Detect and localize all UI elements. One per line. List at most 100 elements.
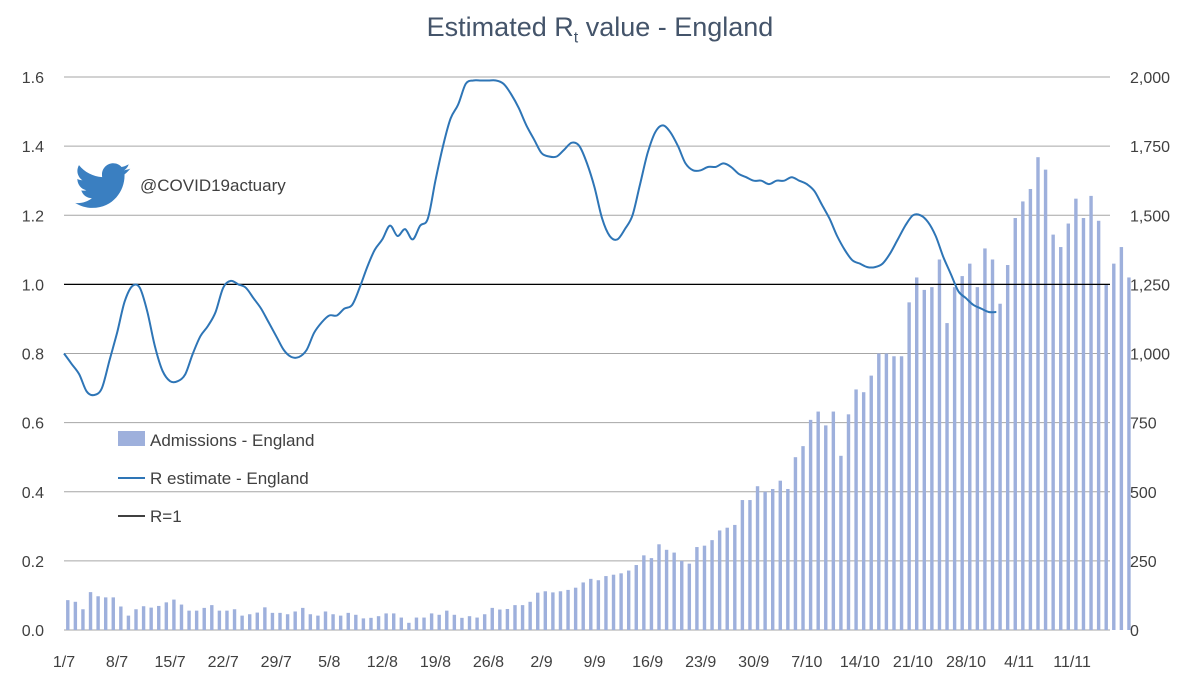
admissions-bar	[346, 612, 350, 630]
y-tick-label: 1.6	[22, 70, 44, 87]
admissions-bar	[232, 609, 237, 630]
y-tick-label: 0.8	[22, 347, 44, 364]
x-tick-label: 30/9	[738, 654, 769, 671]
x-tick-label: 22/7	[208, 654, 239, 671]
admissions-bar	[278, 612, 282, 630]
admissions-bar	[66, 600, 70, 630]
admissions-bar	[490, 607, 494, 630]
admissions-bar	[740, 500, 745, 630]
admissions-bar	[119, 606, 123, 630]
legend: Admissions - England R estimate - Englan…	[118, 431, 314, 526]
x-tick-label: 16/9	[632, 654, 663, 671]
legend-item-r1: R=1	[118, 507, 182, 526]
admissions-bar	[505, 608, 510, 630]
admissions-bar	[990, 259, 995, 630]
admissions-bar	[907, 302, 911, 630]
admissions-bar	[437, 614, 441, 630]
admissions-bar	[869, 375, 873, 630]
admissions-bar	[194, 610, 199, 630]
y2-tick-label: 1,000	[1130, 347, 1170, 364]
admissions-bar	[263, 607, 267, 630]
y-axis-left-ticks: 0.0 0.2 0.4 0.6 0.8 1.0 1.2 1.4 1.6	[22, 70, 44, 640]
y-tick-label: 0.0	[22, 623, 44, 640]
admissions-bar	[157, 605, 161, 630]
admissions-bar	[240, 615, 244, 630]
admissions-bar	[255, 612, 259, 630]
gridlines	[64, 76, 1110, 631]
admissions-bar	[354, 614, 358, 630]
admissions-bar	[899, 356, 904, 630]
admissions-bar	[467, 616, 472, 630]
admissions-bar	[361, 618, 366, 630]
admissions-bar	[338, 615, 343, 630]
admissions-bar	[134, 609, 138, 630]
chart-title: Estimated Rt value - England	[426, 12, 774, 47]
x-tick-label: 15/7	[155, 654, 186, 671]
admissions-bar	[854, 389, 858, 630]
admissions-bar	[770, 488, 775, 630]
y2-tick-label: 1,750	[1130, 139, 1170, 156]
twitter-handle: @COVID19actuary	[140, 176, 286, 195]
admissions-bar	[611, 574, 616, 630]
admissions-bar	[452, 614, 457, 630]
legend-label-admissions: Admissions - England	[150, 431, 314, 450]
admissions-bar	[308, 614, 313, 630]
legend-label-r-estimate: R estimate - England	[150, 469, 309, 488]
admissions-bar	[763, 491, 767, 630]
admissions-bar	[513, 605, 517, 630]
admissions-bar	[748, 500, 752, 630]
admissions-bar	[1028, 188, 1033, 631]
y-tick-label: 0.4	[22, 485, 44, 502]
x-axis-ticks: 1/7 8/7 15/7 22/7 29/7 5/8 12/8 19/8 26/8 2/9 9/9 1…	[53, 654, 1091, 671]
admissions-bar	[225, 610, 229, 630]
admissions-bar	[460, 617, 464, 630]
x-tick-label: 9/9	[583, 654, 605, 671]
x-tick-label: 2/9	[530, 654, 552, 671]
admissions-bar	[702, 545, 707, 630]
admissions-bar	[407, 622, 411, 630]
admissions-bar	[657, 544, 661, 630]
admissions-bar	[573, 587, 578, 630]
admissions-bar	[482, 614, 487, 630]
admissions-bar	[202, 607, 206, 630]
admissions-bar	[217, 610, 222, 630]
legend-label-r1: R=1	[150, 507, 182, 526]
admissions-bar	[528, 601, 532, 630]
admissions-bar	[270, 612, 275, 630]
x-tick-label: 7/10	[791, 654, 822, 671]
admissions-bar	[172, 599, 176, 630]
admissions-bar	[1013, 218, 1017, 630]
admissions-bar	[717, 530, 722, 630]
admissions-bar	[1021, 201, 1025, 631]
admissions-bar	[445, 610, 449, 630]
admissions-bar	[187, 610, 191, 630]
admissions-bar	[839, 455, 843, 630]
x-tick-label: 4/11	[1004, 654, 1034, 671]
y-tick-label: 1.2	[22, 208, 44, 225]
y-tick-label: 0.6	[22, 416, 44, 433]
admissions-bar	[126, 615, 131, 630]
admissions-bar	[755, 486, 760, 630]
admissions-bar	[384, 613, 388, 630]
admissions-bar	[323, 611, 328, 630]
admissions-bar	[1051, 234, 1055, 631]
admissions-bar	[81, 609, 85, 630]
admissions-bar	[1089, 195, 1093, 630]
admissions-bar	[680, 560, 684, 630]
admissions-bar	[725, 527, 729, 630]
admissions-bar	[1119, 247, 1124, 631]
admissions-bar	[103, 597, 108, 630]
admissions-bar	[915, 277, 919, 630]
admissions-bar	[604, 576, 608, 630]
y2-tick-label: 500	[1130, 485, 1157, 502]
admissions-bar	[1043, 169, 1048, 630]
x-tick-label: 14/10	[840, 654, 880, 671]
admissions-bar	[293, 611, 297, 630]
admissions-bar	[536, 592, 540, 630]
admissions-bar	[498, 609, 502, 630]
admissions-bar	[422, 617, 426, 630]
y-tick-label: 1.4	[22, 139, 44, 156]
y-tick-label: 0.2	[22, 554, 44, 571]
admissions-bar	[626, 570, 631, 630]
